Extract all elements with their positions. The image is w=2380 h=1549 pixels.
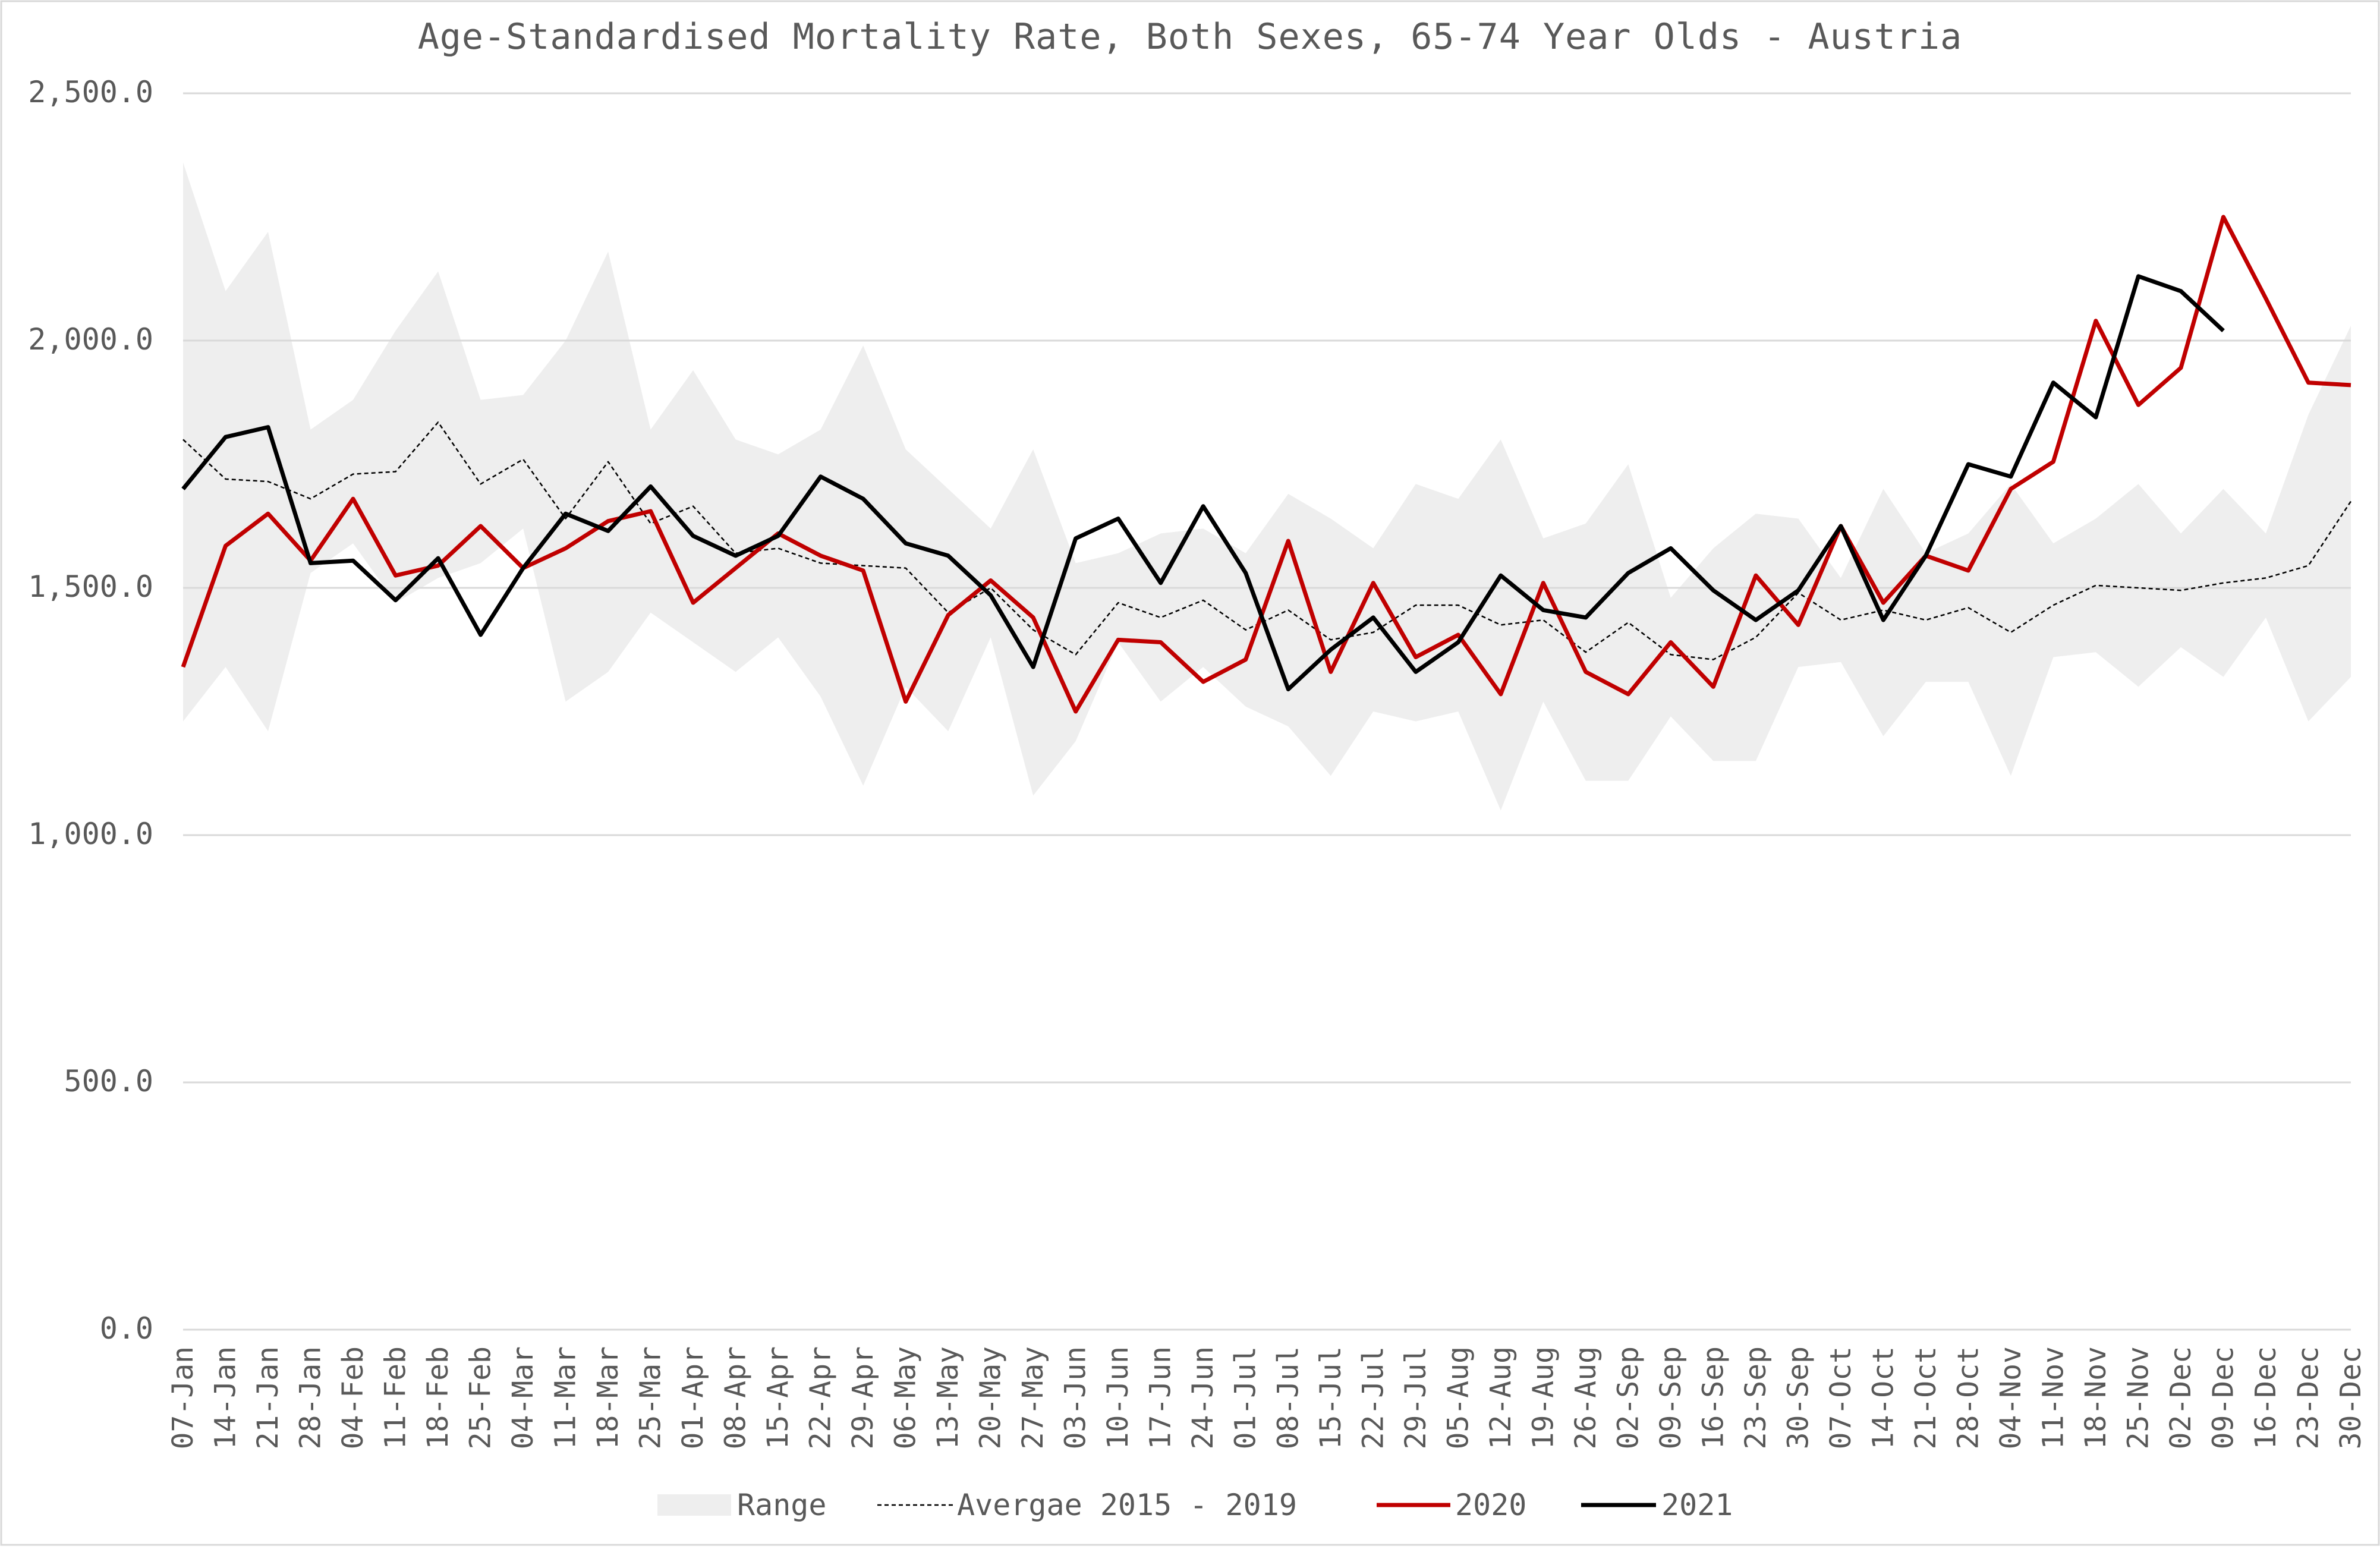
x-tick-label: 12-Aug (1484, 1346, 1518, 1449)
x-tick-label: 29-Jul (1399, 1346, 1433, 1449)
x-tick-label: 21-Jan (251, 1346, 285, 1449)
x-tick-label: 07-Oct (1824, 1346, 1858, 1449)
x-tick-label: 17-Jun (1144, 1346, 1178, 1449)
x-tick-label: 04-Mar (506, 1346, 540, 1449)
x-tick-label: 04-Nov (1994, 1346, 2028, 1449)
y-tick-label: 2,000.0 (28, 322, 153, 357)
range-band (183, 162, 2351, 811)
x-tick-label: 07-Jan (166, 1346, 200, 1449)
legend: Range Avergae 2015 - 2019 2020 2021 (657, 1488, 1733, 1522)
x-tick-label: 25-Nov (2121, 1346, 2155, 1449)
x-tick-label: 20-May (974, 1346, 1008, 1449)
x-tick-label: 05-Aug (1441, 1346, 1475, 1449)
x-tick-label: 29-Apr (846, 1346, 880, 1449)
x-tick-label: 09-Dec (2206, 1346, 2240, 1449)
series-line-2 (181, 215, 2351, 714)
series-layer (181, 215, 2352, 714)
grid-layer (183, 92, 2351, 1331)
x-tick-label: 08-Apr (719, 1346, 753, 1449)
x-tick-label: 25-Feb (464, 1346, 498, 1449)
x-tick-label: 22-Apr (804, 1346, 838, 1449)
x-tick-label: 22-Jul (1356, 1346, 1390, 1449)
x-tick-label: 26-Aug (1569, 1346, 1603, 1449)
x-tick-label: 28-Oct (1951, 1346, 1985, 1449)
range-band-layer (183, 162, 2351, 811)
x-tick-label: 16-Sep (1696, 1346, 1730, 1449)
x-tick-label: 15-Jul (1314, 1346, 1348, 1449)
series-line-1 (182, 421, 2352, 660)
legend-label-3: 2021 (1661, 1488, 1733, 1522)
legend-label-2: 2020 (1455, 1488, 1526, 1522)
x-tick-label: 06-May (889, 1346, 923, 1449)
series-line-3 (181, 274, 2225, 692)
x-tick-label: 18-Mar (591, 1346, 625, 1449)
x-tick-label: 15-Apr (761, 1346, 795, 1449)
legend-label-1: Avergae 2015 - 2019 (957, 1488, 1297, 1522)
x-tick-label: 25-Mar (634, 1346, 668, 1449)
x-tick-label: 02-Sep (1611, 1346, 1645, 1449)
y-tick-label: 1,500.0 (28, 569, 153, 604)
x-tick-label: 02-Dec (2164, 1346, 2198, 1449)
x-tick-label: 10-Jun (1101, 1346, 1135, 1449)
x-tick-label: 30-Sep (1781, 1346, 1815, 1449)
x-tick-label: 09-Sep (1654, 1346, 1688, 1449)
x-tick-label: 11-Feb (379, 1346, 413, 1449)
x-tick-label: 13-May (931, 1346, 965, 1449)
x-tick-label: 27-May (1016, 1346, 1050, 1449)
x-tick-label: 08-Jul (1271, 1346, 1305, 1449)
x-tick-label: 23-Sep (1739, 1346, 1773, 1449)
x-axis: 07-Jan 14-Jan 21-Jan 28-Jan 04-Feb 11-Feb 18-F… (166, 1346, 2368, 1449)
x-tick-label: 16-Dec (2249, 1346, 2283, 1449)
x-tick-label: 18-Nov (2079, 1346, 2113, 1449)
y-axis: 0.0 500.0 1,000.0 1,500.0 2,000.0 2,500.0 (28, 75, 153, 1346)
x-tick-label: 01-Apr (676, 1346, 710, 1449)
x-tick-label: 03-Jun (1059, 1346, 1093, 1449)
x-tick-label: 28-Jan (294, 1346, 328, 1449)
x-tick-label: 30-Dec (2334, 1346, 2368, 1449)
chart-title: Age-Standardised Mortality Rate, Both Se… (418, 16, 1963, 58)
x-tick-label: 04-Feb (336, 1346, 370, 1449)
legend-swatch-range (657, 1494, 731, 1516)
y-tick-label: 1,000.0 (28, 817, 153, 851)
x-tick-label: 21-Oct (1909, 1346, 1943, 1449)
x-tick-label: 14-Oct (1866, 1346, 1900, 1449)
x-tick-label: 01-Jul (1229, 1346, 1263, 1449)
y-tick-label: 2,500.0 (28, 75, 153, 109)
y-tick-label: 500.0 (64, 1064, 153, 1098)
x-tick-label: 11-Nov (2036, 1346, 2070, 1449)
x-tick-label: 19-Aug (1526, 1346, 1560, 1449)
x-tick-label: 23-Dec (2291, 1346, 2325, 1449)
y-tick-label: 0.0 (100, 1311, 153, 1346)
x-tick-label: 18-Feb (421, 1346, 455, 1449)
legend-label-range: Range (737, 1488, 827, 1522)
x-tick-label: 11-Mar (549, 1346, 583, 1449)
x-tick-label: 24-Jun (1186, 1346, 1220, 1449)
x-tick-label: 14-Jan (209, 1346, 243, 1449)
